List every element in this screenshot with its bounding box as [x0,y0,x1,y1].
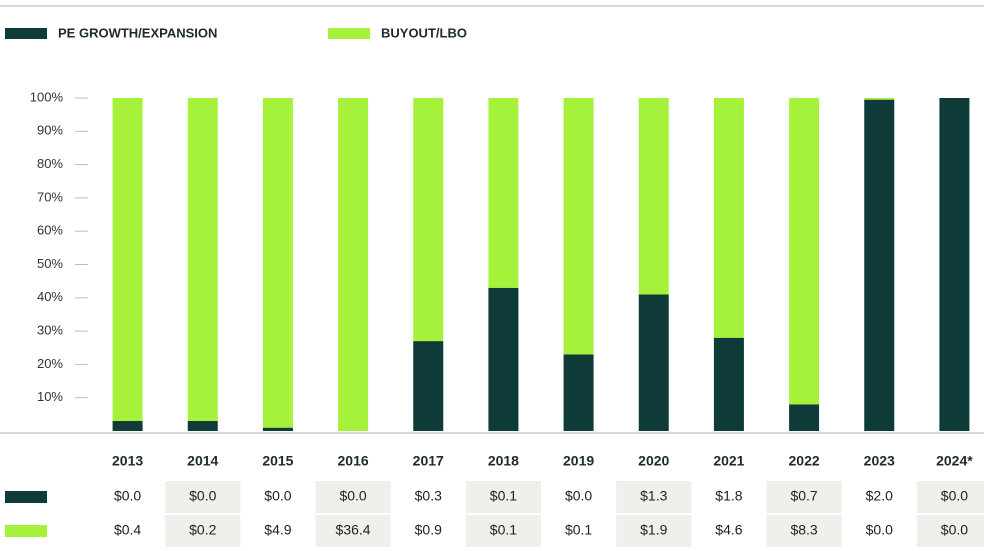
row-swatch [5,491,47,503]
bar-segment [713,337,744,431]
cell-bg [165,515,241,547]
x-tick-label: 2021 [713,453,744,469]
x-tick-label: 2022 [789,453,820,469]
legend-swatch [328,28,370,39]
bar-segment [789,404,820,431]
table-cell: $0.0 [565,488,592,504]
legend-label: BUYOUT/LBO [381,25,467,40]
table-cell: $0.9 [415,522,442,538]
bar-segment [713,98,744,338]
legend-label: PE GROWTH/EXPANSION [58,25,217,40]
bar-segment [563,98,594,355]
table-cell: $0.0 [264,488,291,504]
bar-segment [262,427,293,431]
x-tick-label: 2020 [638,453,669,469]
bar-segment [338,98,369,431]
y-tick-label: 80% [37,156,63,171]
cell-bg [616,515,692,547]
bar-segment [864,98,895,100]
x-tick-label: 2024* [936,453,973,469]
x-tick-label: 2018 [488,453,519,469]
table-cell: $8.3 [790,522,817,538]
table-cell: $0.1 [565,522,592,538]
bar-segment [864,99,895,431]
table-cell: $0.7 [790,488,817,504]
bar-segment [187,421,218,431]
x-tick-label: 2019 [563,453,594,469]
table-cell: $4.9 [264,522,291,538]
x-tick-label: 2015 [262,453,293,469]
cell-bg [616,481,692,513]
table-cell: $1.8 [715,488,742,504]
table-cell: $1.3 [640,488,667,504]
cell-bg [766,481,842,513]
y-tick-label: 40% [37,289,63,304]
y-tick-label: 70% [37,189,63,204]
cell-bg [465,515,541,547]
table-cell: $0.0 [114,488,141,504]
table-cell: $0.0 [941,488,968,504]
table-cell: $0.1 [490,522,517,538]
table-cell: $0.4 [114,522,141,538]
table-cell: $0.0 [189,488,216,504]
cell-bg [315,481,391,513]
bar-segment [488,98,519,288]
row-swatch [5,525,47,537]
y-tick-label: 100% [30,89,64,104]
bar-segment [563,354,594,431]
table-cell: $0.3 [415,488,442,504]
y-tick-label: 90% [37,123,63,138]
x-tick-label: 2014 [187,453,218,469]
cell-bg [315,515,391,547]
bar-segment [413,341,444,431]
cell-bg [465,481,541,513]
table-cell: $0.1 [490,488,517,504]
bar-segment [638,294,669,431]
bar-segment [488,287,519,431]
bar-segment [187,98,218,422]
bar-segment [789,98,820,405]
y-tick-label: 50% [37,256,63,271]
table-cell: $0.0 [866,522,893,538]
table-cell: $4.6 [715,522,742,538]
table-cell: $36.4 [336,522,371,538]
legend-swatch [5,28,47,39]
x-tick-label: 2016 [338,453,369,469]
bar-segment [939,98,970,431]
y-tick-label: 30% [37,323,63,338]
cell-bg [766,515,842,547]
table-cell: $0.2 [189,522,216,538]
bar-segment [638,98,669,295]
table-cell: $0.0 [941,522,968,538]
bar-segment [262,98,293,428]
table-cell: $0.0 [339,488,366,504]
x-tick-label: 2013 [112,453,143,469]
cell-bg [916,481,984,513]
y-tick-label: 60% [37,223,63,238]
bar-segment [112,98,143,422]
cell-bg [916,515,984,547]
table-cell: $2.0 [866,488,893,504]
y-tick-label: 10% [37,389,63,404]
table-cell: $1.9 [640,522,667,538]
cell-bg [165,481,241,513]
bar-segment [112,421,143,431]
x-tick-label: 2017 [413,453,444,469]
y-tick-label: 20% [37,356,63,371]
bar-segment [413,98,444,342]
x-tick-label: 2023 [864,453,895,469]
